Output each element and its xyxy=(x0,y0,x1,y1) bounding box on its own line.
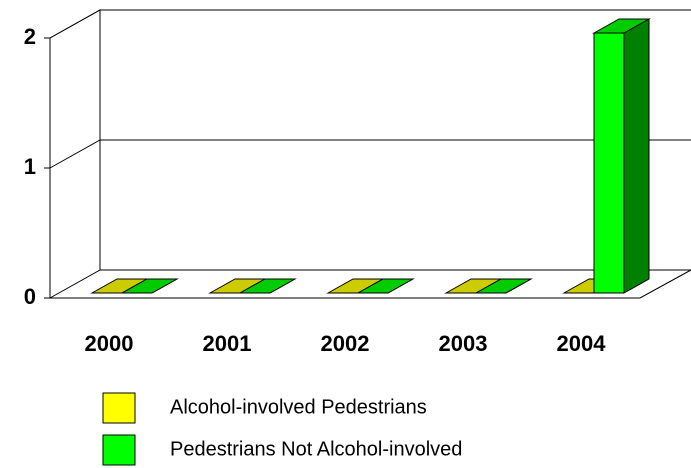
legend-label: Alcohol-involved Pedestrians xyxy=(170,396,427,418)
legend-swatch xyxy=(102,392,136,424)
x-tick-label: 2003 xyxy=(439,331,488,356)
bar-top xyxy=(592,18,651,34)
grid-line xyxy=(49,139,691,169)
y-tick-label: 2 xyxy=(24,24,36,49)
grid-line xyxy=(49,269,691,299)
x-tick-label: 2000 xyxy=(85,331,134,356)
bar-top xyxy=(356,278,415,294)
legend-label: Pedestrians Not Alcohol-involved xyxy=(170,438,462,460)
bar-top xyxy=(238,278,297,294)
bar-side xyxy=(623,18,650,294)
bar-top xyxy=(474,278,533,294)
legend-swatch xyxy=(102,434,136,466)
grid-line xyxy=(49,9,691,39)
y-tick-label: 0 xyxy=(24,284,36,309)
x-tick-label: 2001 xyxy=(203,331,252,356)
x-tick-label: 2004 xyxy=(557,331,607,356)
floor xyxy=(50,269,691,299)
x-tick-label: 2002 xyxy=(321,331,370,356)
bar-top xyxy=(120,278,179,294)
bar xyxy=(593,32,625,294)
y-tick-label: 1 xyxy=(24,154,36,179)
